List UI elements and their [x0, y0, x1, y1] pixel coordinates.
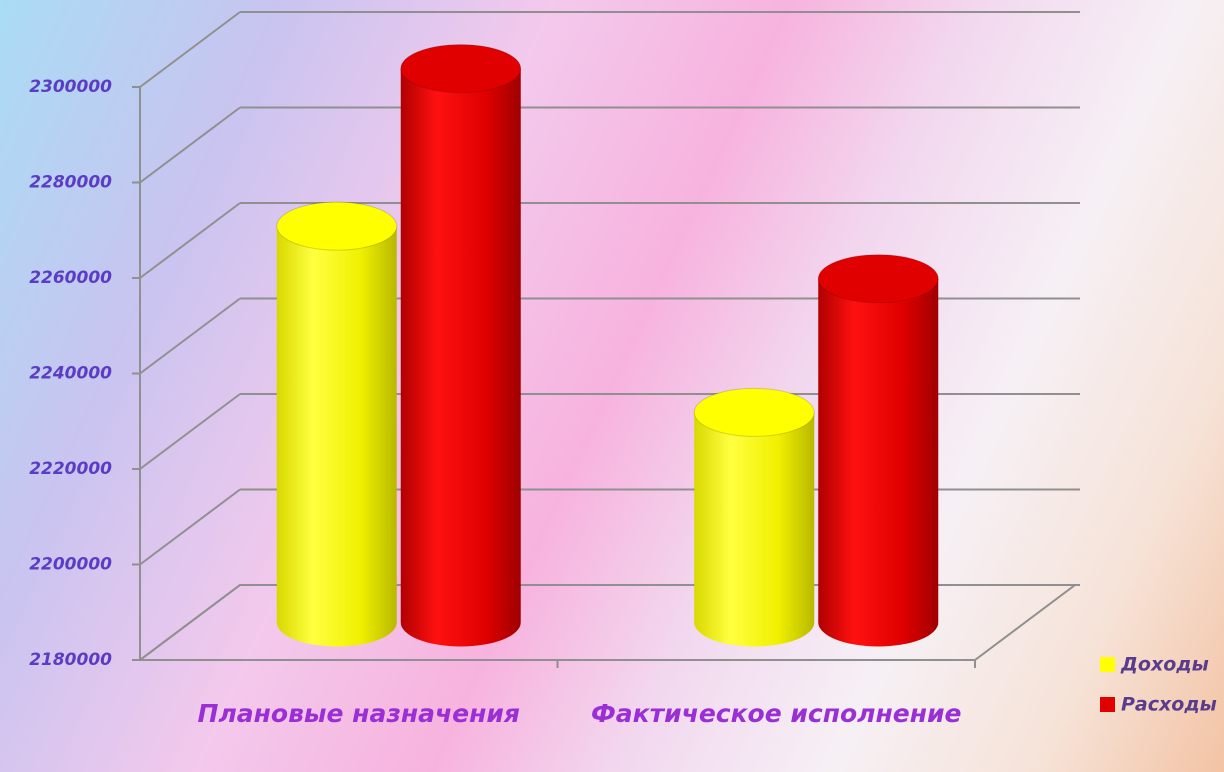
bar-top: [401, 45, 521, 93]
y-tick-label: 2180000: [29, 650, 112, 670]
bar-top: [818, 255, 938, 303]
grid-line: [140, 203, 240, 278]
y-tick-label: 2240000: [29, 364, 112, 384]
bar-top: [277, 202, 397, 250]
bar-top: [694, 388, 814, 436]
legend-swatch: [1100, 697, 1115, 712]
grid-line: [140, 394, 240, 469]
x-tick-label: Плановые назначения: [164, 695, 554, 733]
grid-line: [140, 299, 240, 374]
bar: [277, 226, 397, 646]
x-tick-label: Фактическое исполнение: [581, 695, 971, 733]
y-tick-label: 2220000: [29, 459, 112, 479]
y-tick-label: 2200000: [29, 555, 112, 575]
page: 2180000 2200000 2220000 2240000 2260000 22800…: [0, 0, 1224, 772]
grid-line: [140, 585, 240, 660]
bar: [818, 279, 938, 647]
bar: [694, 412, 814, 646]
legend-label: Расходы: [1121, 694, 1217, 716]
grid-line: [140, 12, 240, 87]
y-tick-label: 2280000: [29, 173, 112, 193]
y-tick-label: 2260000: [29, 268, 112, 288]
grid-line: [140, 490, 240, 565]
y-tick-label: 2300000: [29, 77, 112, 97]
chart: 2180000 2200000 2220000 2240000 2260000 22800…: [0, 0, 1224, 772]
legend-swatch: [1100, 657, 1115, 672]
grid-line: [140, 108, 240, 183]
legend-label: Доходы: [1120, 654, 1209, 676]
bar: [401, 69, 521, 647]
